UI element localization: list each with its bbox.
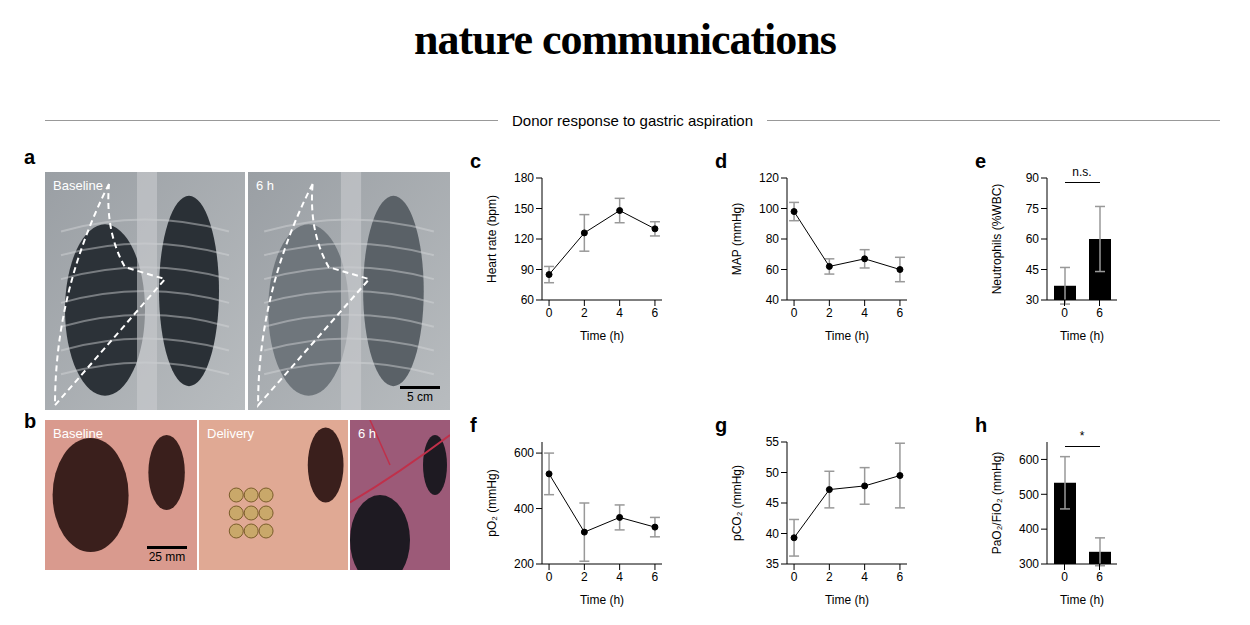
svg-text:600: 600 bbox=[514, 446, 534, 460]
svg-text:6: 6 bbox=[652, 306, 659, 320]
svg-text:500: 500 bbox=[1019, 488, 1039, 502]
svg-text:60: 60 bbox=[766, 263, 780, 277]
html-text:Baseline: Baseline bbox=[53, 426, 103, 441]
svg-text:180: 180 bbox=[514, 171, 534, 185]
html-text:5 cm: 5 cm bbox=[407, 390, 433, 404]
html-text:6 h: 6 h bbox=[256, 178, 275, 193]
svg-text:6: 6 bbox=[652, 570, 659, 584]
html-text:Delivery: Delivery bbox=[207, 426, 254, 441]
svg-text:Neutrophils (%WBC): Neutrophils (%WBC) bbox=[990, 184, 1004, 295]
svg-text:0: 0 bbox=[1061, 570, 1068, 584]
svg-text:Heart rate (bpm): Heart rate (bpm) bbox=[485, 195, 499, 283]
html-text:a: a bbox=[24, 146, 36, 168]
svg-text:60: 60 bbox=[521, 293, 535, 307]
svg-text:Time (h): Time (h) bbox=[825, 593, 869, 607]
svg-text:0: 0 bbox=[546, 570, 553, 584]
svg-text:600: 600 bbox=[1019, 453, 1039, 467]
svg-text:Time (h): Time (h) bbox=[1060, 329, 1104, 343]
svg-text:75: 75 bbox=[1026, 202, 1040, 216]
svg-text:200: 200 bbox=[514, 557, 534, 571]
svg-text:Time (h): Time (h) bbox=[1060, 593, 1104, 607]
svg-text:Time (h): Time (h) bbox=[825, 329, 869, 343]
svg-text:150: 150 bbox=[514, 202, 534, 216]
svg-text:Time (h): Time (h) bbox=[580, 329, 624, 343]
svg-text:2: 2 bbox=[581, 306, 588, 320]
svg-text:120: 120 bbox=[514, 232, 534, 246]
html-text:6 h: 6 h bbox=[358, 426, 377, 441]
svg-text:100: 100 bbox=[759, 202, 779, 216]
svg-text:400: 400 bbox=[514, 502, 534, 516]
svg-text:35: 35 bbox=[766, 557, 780, 571]
svg-text:6: 6 bbox=[1096, 306, 1103, 320]
svg-text:4: 4 bbox=[616, 570, 623, 584]
html-text:c: c bbox=[470, 150, 482, 172]
svg-text:2: 2 bbox=[826, 306, 833, 320]
svg-text:45: 45 bbox=[766, 496, 780, 510]
html-text:25 mm: 25 mm bbox=[148, 550, 186, 564]
svg-text:0: 0 bbox=[1061, 306, 1068, 320]
svg-text:0: 0 bbox=[791, 306, 798, 320]
html-text:d: d bbox=[715, 150, 728, 172]
svg-text:40: 40 bbox=[766, 293, 780, 307]
svg-text:2: 2 bbox=[581, 570, 588, 584]
svg-text:6: 6 bbox=[1096, 570, 1103, 584]
svg-text:300: 300 bbox=[1019, 557, 1039, 571]
svg-text:40: 40 bbox=[766, 527, 780, 541]
svg-text:90: 90 bbox=[521, 263, 535, 277]
html-text:n.s.: n.s. bbox=[1072, 165, 1092, 179]
svg-text:pO₂ (mmHg): pO₂ (mmHg) bbox=[485, 469, 499, 536]
svg-text:2: 2 bbox=[826, 570, 833, 584]
svg-text:400: 400 bbox=[1019, 522, 1039, 536]
svg-text:6: 6 bbox=[897, 306, 904, 320]
svg-text:0: 0 bbox=[546, 306, 553, 320]
html-text:h: h bbox=[975, 414, 988, 436]
svg-text:6: 6 bbox=[897, 570, 904, 584]
html-text:Baseline: Baseline bbox=[53, 178, 103, 193]
html-text:nature communications: nature communications bbox=[414, 15, 836, 64]
svg-text:80: 80 bbox=[766, 232, 780, 246]
svg-text:4: 4 bbox=[861, 570, 868, 584]
svg-text:120: 120 bbox=[759, 171, 779, 185]
svg-text:60: 60 bbox=[1026, 232, 1040, 246]
html-text:b: b bbox=[24, 410, 37, 432]
svg-text:pCO₂ (mmHg): pCO₂ (mmHg) bbox=[730, 465, 744, 541]
html-text:Donor response to gastric aspi: Donor response to gastric aspiration bbox=[512, 112, 753, 129]
svg-text:4: 4 bbox=[616, 306, 623, 320]
html-text:g: g bbox=[715, 414, 728, 436]
svg-text:55: 55 bbox=[766, 435, 780, 449]
svg-text:4: 4 bbox=[861, 306, 868, 320]
svg-text:PaO₂/FiO₂ (mmHg): PaO₂/FiO₂ (mmHg) bbox=[990, 452, 1004, 555]
svg-text:90: 90 bbox=[1026, 171, 1040, 185]
html-text:e: e bbox=[975, 150, 987, 172]
svg-text:MAP (mmHg): MAP (mmHg) bbox=[730, 203, 744, 275]
svg-text:Time (h): Time (h) bbox=[580, 593, 624, 607]
svg-text:30: 30 bbox=[1026, 293, 1040, 307]
html-text:f: f bbox=[470, 414, 477, 436]
svg-text:45: 45 bbox=[1026, 263, 1040, 277]
svg-text:0: 0 bbox=[791, 570, 798, 584]
svg-text:50: 50 bbox=[766, 466, 780, 480]
